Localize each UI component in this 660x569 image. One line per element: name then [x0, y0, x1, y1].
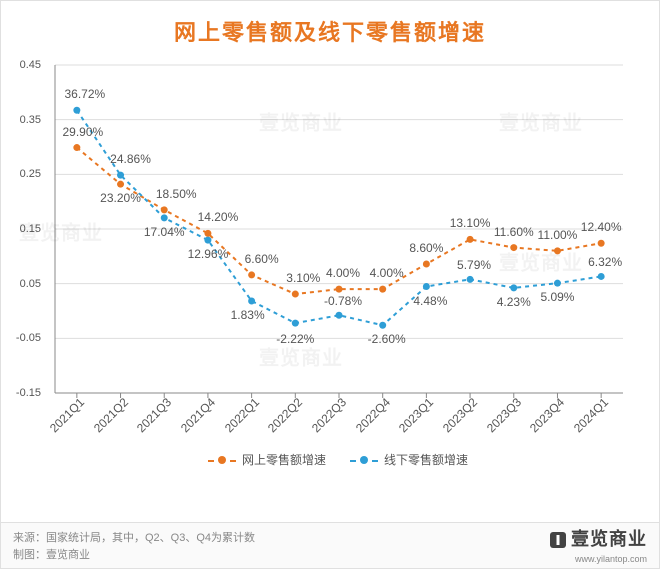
- series-marker-online: [117, 181, 124, 188]
- legend-label: 线下零售额增速: [384, 451, 468, 468]
- legend-item-online: 网上零售额增速: [208, 451, 326, 468]
- y-tick-label: 0.15: [1, 223, 41, 235]
- y-tick-label: 0.35: [1, 114, 41, 126]
- series-line-offline: [77, 110, 601, 325]
- series-marker-offline: [73, 107, 80, 114]
- series-line-online: [77, 148, 601, 295]
- series-marker-offline: [248, 297, 255, 304]
- series-marker-offline: [204, 237, 211, 244]
- chart-plot-area: -0.15-0.050.050.150.250.350.452021Q12021…: [43, 59, 633, 489]
- brand-text: 壹览商业: [571, 526, 647, 553]
- footer-brand: 壹览商业 www.yilantop.com: [541, 526, 647, 567]
- series-marker-online: [248, 271, 255, 278]
- y-tick-label: -0.15: [1, 387, 41, 399]
- series-marker-offline: [117, 172, 124, 179]
- y-tick-label: 0.05: [1, 278, 41, 290]
- series-marker-online: [204, 230, 211, 237]
- series-marker-online: [73, 144, 80, 151]
- series-marker-online: [598, 240, 605, 247]
- series-marker-online: [423, 260, 430, 267]
- series-marker-offline: [467, 276, 474, 283]
- series-marker-online: [467, 236, 474, 243]
- brand-logo: 壹览商业: [549, 526, 647, 553]
- chart-title: 网上零售额及线下零售额增速: [1, 1, 659, 47]
- footer-source: 来源：国家统计局，其中，Q2、Q3、Q4为累计数 制图：壹览商业: [13, 530, 541, 563]
- series-marker-online: [510, 244, 517, 251]
- series-marker-offline: [336, 312, 343, 319]
- series-marker-offline: [554, 280, 561, 287]
- series-marker-offline: [423, 283, 430, 290]
- legend-item-offline: 线下零售额增速: [350, 451, 468, 468]
- series-marker-offline: [510, 284, 517, 291]
- series-marker-online: [379, 286, 386, 293]
- series-marker-online: [554, 247, 561, 254]
- series-marker-online: [292, 291, 299, 298]
- series-marker-online: [161, 206, 168, 213]
- footer-source-line1: 来源：国家统计局，其中，Q2、Q3、Q4为累计数: [13, 530, 541, 547]
- series-marker-offline: [292, 320, 299, 327]
- series-marker-online: [336, 286, 343, 293]
- series-marker-offline: [161, 214, 168, 221]
- y-tick-label: 0.25: [1, 168, 41, 180]
- series-marker-offline: [598, 273, 605, 280]
- legend: 网上零售额增速 线下零售额增速: [43, 451, 633, 469]
- chart-container: 网上零售额及线下零售额增速 -0.15-0.050.050.150.250.35…: [0, 0, 660, 569]
- legend-label: 网上零售额增速: [242, 451, 326, 468]
- series-marker-offline: [379, 322, 386, 329]
- y-tick-label: 0.45: [1, 59, 41, 71]
- chart-footer: 来源：国家统计局，其中，Q2、Q3、Q4为累计数 制图：壹览商业 壹览商业 ww…: [1, 522, 659, 568]
- brand-site: www.yilantop.com: [549, 553, 647, 567]
- y-tick-label: -0.05: [1, 332, 41, 344]
- footer-source-line2: 制图：壹览商业: [13, 547, 541, 564]
